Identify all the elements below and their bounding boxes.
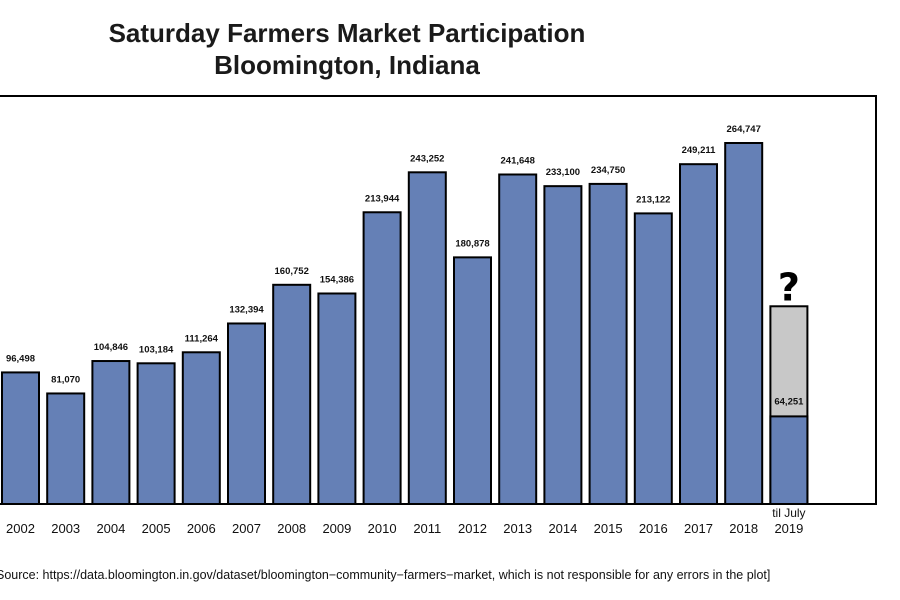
data-label-2019: 64,251: [774, 396, 804, 407]
tick-label-2011: 2011: [413, 521, 441, 536]
data-label-2014: 233,100: [546, 167, 580, 178]
bar-2014: [543, 185, 583, 505]
tick-label-2003: 2003: [51, 521, 80, 536]
data-label-2004: 104,846: [94, 342, 128, 353]
data-label-2008: 160,752: [275, 266, 309, 277]
bar-2007: [227, 322, 266, 505]
bar-2019: [769, 415, 809, 505]
tick-label-2019: 2019: [774, 521, 803, 536]
chart-title: Saturday Farmers Market Participation: [108, 18, 586, 48]
bar-2004: [91, 360, 131, 505]
bar-2008: [272, 283, 312, 505]
tick-label-2012: 2012: [458, 521, 487, 536]
tick-label-2004: 2004: [96, 521, 125, 536]
tick-label-2010: 2010: [368, 521, 397, 536]
labels-layer: 96,498 2002 81,070 2003 104,846 2004 103,184 20…: [6, 124, 806, 536]
data-label-2018: 264,747: [727, 124, 761, 135]
data-label-2012: 180,878: [455, 238, 489, 249]
bar-2010: [362, 211, 402, 505]
tick-label-2007: 2007: [232, 521, 261, 536]
data-label-2011: 243,252: [410, 153, 444, 164]
bar-2012: [453, 256, 492, 505]
data-label-2005: 103,184: [139, 344, 174, 355]
tick-label-2002: 2002: [6, 521, 35, 536]
bar-2009: [317, 292, 357, 505]
bar-2006: [181, 351, 221, 506]
bar-2018: [724, 142, 764, 505]
tick-label-2018: 2018: [729, 521, 758, 536]
data-label-2015: 234,750: [591, 165, 625, 176]
bar-2005: [136, 362, 176, 506]
bar-2015: [588, 182, 628, 505]
plot-frame: [0, 95, 877, 505]
chart-subtitle: Bloomington, Indiana: [214, 50, 480, 80]
data-label-2010: 213,944: [365, 193, 400, 204]
tick-label-2013: 2013: [503, 521, 532, 536]
tick-label-2017: 2017: [684, 521, 713, 536]
data-label-2013: 241,648: [501, 155, 535, 166]
question-mark: ?: [778, 265, 800, 309]
bar-2002: [1, 371, 40, 505]
bar-2013: [498, 173, 538, 505]
tick-label-2015: 2015: [594, 521, 623, 536]
tick-label-2006: 2006: [187, 521, 216, 536]
source-note: Source: https://data.bloomington.in.gov/…: [0, 568, 771, 582]
bar-2011: [407, 171, 447, 505]
tick-label-2008: 2008: [277, 521, 306, 536]
tick-label-2014: 2014: [548, 521, 577, 536]
bar-2003: [46, 392, 86, 506]
data-label-2017: 249,211: [682, 145, 717, 156]
bars-layer: [1, 142, 809, 506]
data-label-2007: 132,394: [229, 304, 264, 315]
data-label-2003: 81,070: [51, 374, 80, 385]
tick-label-2016: 2016: [639, 521, 668, 536]
partial-year-note: til July: [772, 506, 805, 520]
bar-2016: [633, 212, 673, 505]
tick-label-2009: 2009: [322, 521, 351, 536]
data-label-2016: 213,122: [636, 194, 670, 205]
data-label-2009: 154,386: [320, 274, 354, 285]
data-label-2006: 111,264: [185, 333, 219, 344]
data-label-2002: 96,498: [6, 353, 35, 364]
tick-label-2005: 2005: [142, 521, 171, 536]
bar-2017: [679, 163, 718, 505]
